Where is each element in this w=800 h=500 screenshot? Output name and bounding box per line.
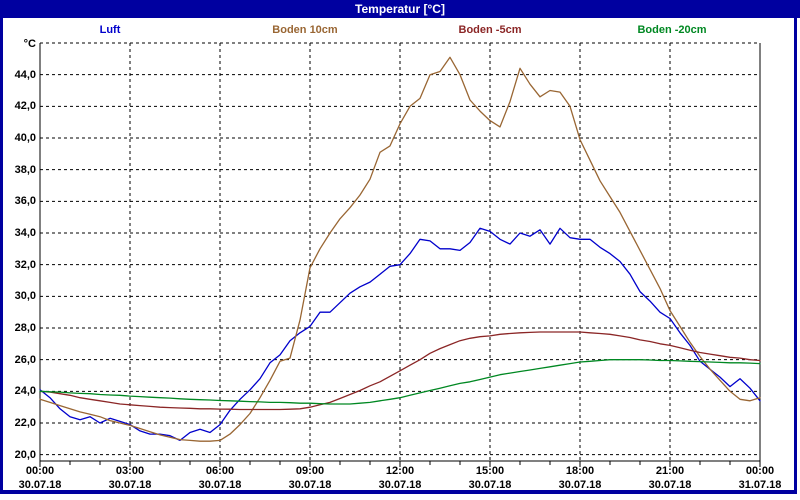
x-tick-time: 12:00 bbox=[385, 465, 415, 477]
y-tick-label: 42,0 bbox=[14, 100, 36, 113]
x-tick-time: 09:00 bbox=[295, 465, 325, 477]
x-tick-date: 30.07.18 bbox=[18, 479, 62, 491]
x-tick-time: 15:00 bbox=[475, 465, 505, 477]
legend-item-boden-20cm: Boden -20cm bbox=[637, 24, 707, 36]
legend-item-luft: Luft bbox=[99, 24, 121, 36]
y-tick-label: 30,0 bbox=[14, 290, 36, 303]
x-tick-date: 30.07.18 bbox=[648, 479, 692, 491]
y-tick-label: 20,0 bbox=[14, 448, 36, 461]
window-title: Temperatur [°C] bbox=[355, 2, 445, 16]
y-tick-label: 40,0 bbox=[14, 132, 36, 144]
series-line-boden-20cm bbox=[39, 359, 761, 405]
y-axis-unit-label: °C bbox=[23, 38, 36, 50]
title-bar: Temperatur [°C] bbox=[0, 0, 800, 18]
y-tick-label: 32,0 bbox=[14, 258, 36, 271]
y-tick-label: 36,0 bbox=[14, 195, 36, 208]
x-tick-time: 18:00 bbox=[565, 465, 595, 477]
x-tick-time: 06:00 bbox=[205, 465, 235, 477]
x-tick-date: 30.07.18 bbox=[558, 479, 602, 491]
x-tick-date: 30.07.18 bbox=[198, 479, 242, 491]
y-tick-label: 22,0 bbox=[14, 417, 36, 429]
x-tick-time: 00:00 bbox=[745, 465, 775, 477]
y-tick-label: 44,0 bbox=[14, 68, 36, 81]
legend-item-boden-10cm: Boden 10cm bbox=[272, 24, 338, 36]
x-tick-date: 30.07.18 bbox=[288, 479, 332, 491]
legend-item-boden-5cm: Boden -5cm bbox=[458, 24, 522, 36]
y-tick-label: 24,0 bbox=[14, 385, 36, 398]
x-tick-date: 30.07.18 bbox=[468, 479, 512, 491]
y-tick-label: 26,0 bbox=[14, 353, 36, 366]
x-tick-time: 21:00 bbox=[655, 465, 685, 477]
x-tick-date: 30.07.18 bbox=[108, 479, 152, 491]
series-line-boden-5cm bbox=[39, 331, 761, 411]
x-tick-time: 00:00 bbox=[25, 465, 55, 477]
series-line-luft bbox=[39, 227, 761, 442]
series-line-boden-10cm bbox=[39, 56, 761, 442]
x-tick-date: 30.07.18 bbox=[378, 479, 422, 491]
x-tick-time: 03:00 bbox=[115, 465, 145, 477]
y-tick-label: 28,0 bbox=[14, 322, 36, 334]
y-tick-label: 38,0 bbox=[14, 163, 36, 176]
x-tick-date: 31.07.18 bbox=[738, 479, 782, 491]
y-tick-label: 34,0 bbox=[14, 227, 36, 239]
